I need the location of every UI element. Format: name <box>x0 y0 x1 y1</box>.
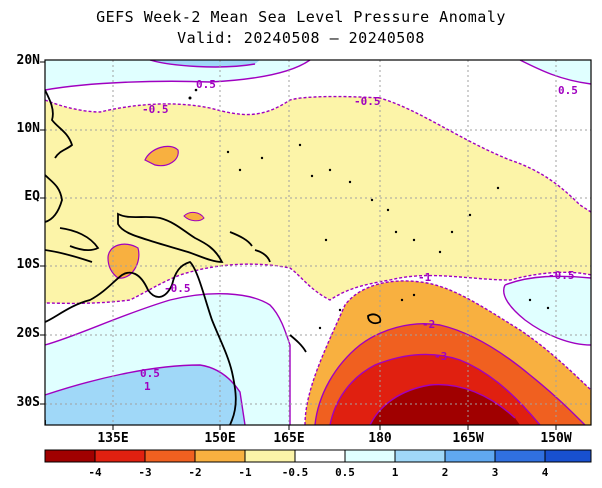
lat-label: 20S <box>16 326 40 341</box>
colorbar-label: 2 <box>441 466 449 479</box>
contour-label: 0.5 <box>140 367 160 380</box>
colorbar <box>44 449 592 463</box>
positive-anomaly-southeast <box>503 276 591 345</box>
colorbar-swatch <box>94 449 146 463</box>
colorbar-swatch <box>394 449 446 463</box>
contour-label: -1 <box>418 271 432 284</box>
positive-anomaly-north-core <box>150 60 260 67</box>
shaded-fields <box>45 60 591 425</box>
lat-label: EQ <box>24 189 40 204</box>
contour-label: -0.5 <box>142 103 169 116</box>
lon-label: 165E <box>273 431 305 446</box>
colorbar-swatch <box>444 449 496 463</box>
negative-anomaly-patch-b <box>107 243 140 279</box>
colorbar-swatch <box>544 449 592 463</box>
contour-label: -0.5 <box>354 95 381 108</box>
lat-label: 10S <box>16 257 40 272</box>
contour-label: 0.5 <box>196 78 216 91</box>
colorbar-label: -3 <box>138 466 152 479</box>
map-title: GEFS Week-2 Mean Sea Level Pressure Anom… <box>96 8 506 26</box>
contour-label: -0.5 <box>548 269 575 282</box>
colorbar-swatch <box>344 449 396 463</box>
axis-ticks <box>40 61 557 430</box>
contour-lines <box>45 60 591 425</box>
colorbar-label: 0.5 <box>335 466 355 479</box>
colorbar-label: 1 <box>391 466 399 479</box>
colorbar-swatch <box>294 449 346 463</box>
colorbar-label: 3 <box>491 466 499 479</box>
lon-label: 135E <box>97 431 129 446</box>
contour-label: 0.5 <box>558 84 578 97</box>
coastlines <box>45 89 382 425</box>
lon-label: 150W <box>540 431 572 446</box>
dashed-contours <box>45 95 591 425</box>
map-frame <box>44 59 592 426</box>
contour-label-group: 0.5 0.5 -0.5 -0.5 -0.5 -0.5 0.5 1 -1 -2 … <box>140 78 578 393</box>
lon-label: 165W <box>452 431 484 446</box>
contour-label: -3 <box>434 350 447 363</box>
positive-anomaly-southwest-core <box>45 365 245 425</box>
islands <box>188 88 550 330</box>
contour-label: -0.5 <box>164 282 191 295</box>
gridlines <box>45 60 591 425</box>
colorbar-label: -1 <box>238 466 252 479</box>
lat-label: 10N <box>16 121 40 136</box>
colorbar-swatch <box>244 449 296 463</box>
colorbar-label: -2 <box>188 466 202 479</box>
lon-label: 150E <box>204 431 236 446</box>
colorbar-label: -4 <box>88 466 102 479</box>
negative-anomaly-4 <box>370 384 520 425</box>
colorbar-swatch <box>44 449 96 463</box>
lat-label: 20N <box>16 53 40 68</box>
colorbar-swatch <box>494 449 546 463</box>
lon-label: 180 <box>368 431 392 446</box>
negative-anomaly-tropics <box>45 96 591 304</box>
negative-anomaly-patch-a <box>144 145 179 167</box>
colorbar-label: -0.5 <box>281 466 309 479</box>
contour-label: -2 <box>422 318 435 331</box>
negative-anomaly-patch-c <box>183 211 205 222</box>
colorbar-label: 4 <box>541 466 549 479</box>
lat-label: 30S <box>16 395 40 410</box>
colorbar-swatch <box>144 449 196 463</box>
valid-date: Valid: 20240508 – 20240508 <box>177 29 425 47</box>
contour-label: 1 <box>144 380 151 393</box>
colorbar-swatch <box>194 449 246 463</box>
